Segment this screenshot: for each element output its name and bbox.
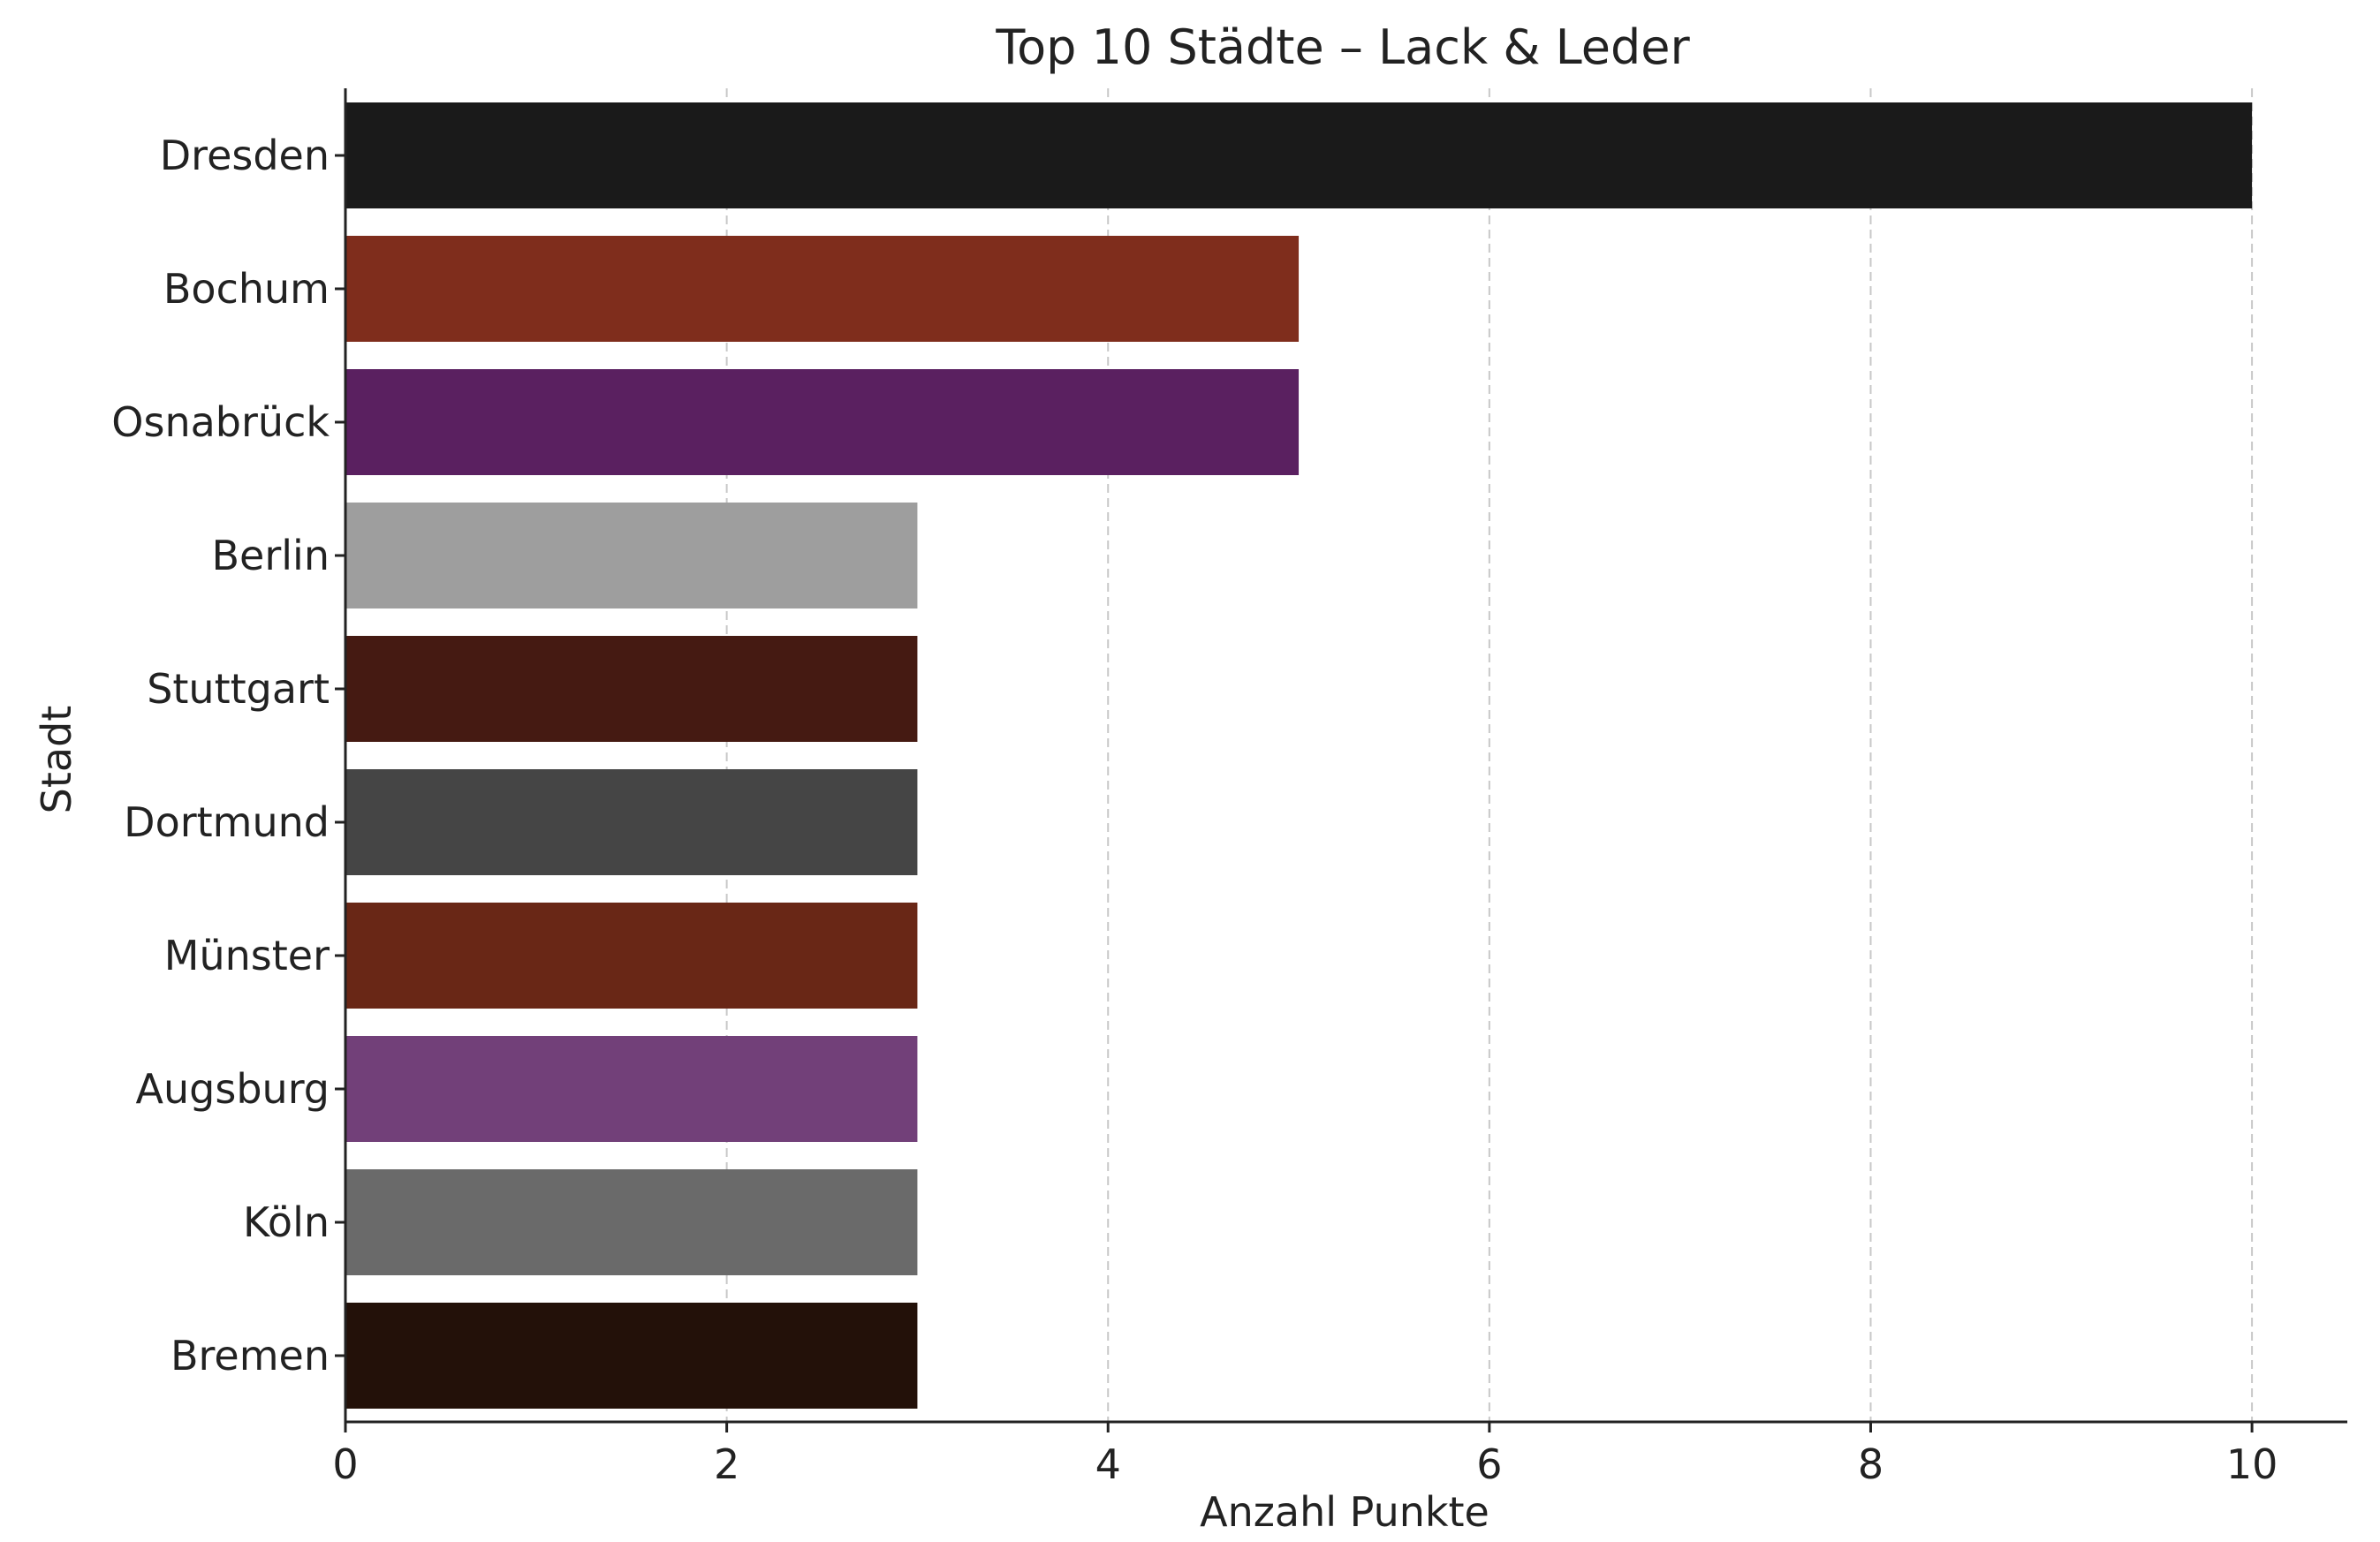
x-tick-label-6: 6 xyxy=(1476,1440,1502,1488)
y-tick-label-bochum: Bochum xyxy=(163,265,330,313)
bar-bochum xyxy=(345,236,1300,342)
bar-koeln xyxy=(345,1169,918,1275)
bar-dortmund xyxy=(345,769,918,875)
y-tick-label-muenster: Münster xyxy=(164,932,330,979)
bar-berlin xyxy=(345,503,918,608)
y-axis-label: Stadt xyxy=(33,706,80,814)
y-tick-label-dresden: Dresden xyxy=(160,132,330,179)
x-tick-label-10: 10 xyxy=(2226,1440,2278,1488)
bar-dresden xyxy=(345,102,2253,208)
y-axis: Dresden Bochum Osnabrück Berlin Stuttgart Dor… xyxy=(111,88,347,1422)
x-tick-label-4: 4 xyxy=(1095,1440,1121,1488)
bar-stuttgart xyxy=(345,636,918,742)
y-tick-label-berlin: Berlin xyxy=(212,532,330,579)
bar-osnabrueck xyxy=(345,369,1300,475)
chart-title: Top 10 Städte – Lack & Leder xyxy=(995,19,1690,75)
bar-muenster xyxy=(345,903,918,1009)
y-tick-label-osnabrueck: Osnabrück xyxy=(111,398,330,446)
x-tick-label-8: 8 xyxy=(1858,1440,1884,1488)
x-axis: 0 2 4 6 8 10 xyxy=(332,1420,2347,1488)
y-tick-label-dortmund: Dortmund xyxy=(124,798,330,846)
y-tick-label-stuttgart: Stuttgart xyxy=(147,665,330,713)
x-tick-label-2: 2 xyxy=(714,1440,739,1488)
x-axis-label: Anzahl Punkte xyxy=(1200,1488,1489,1536)
x-tick-label-0: 0 xyxy=(332,1440,358,1488)
bar-bremen xyxy=(345,1303,918,1409)
bars xyxy=(345,102,2253,1409)
y-tick-label-augsburg: Augsburg xyxy=(136,1065,330,1113)
grid-lines xyxy=(725,88,2254,1422)
y-tick-label-koeln: Köln xyxy=(243,1198,330,1246)
bar-augsburg xyxy=(345,1036,918,1142)
y-tick-label-bremen: Bremen xyxy=(171,1332,330,1379)
